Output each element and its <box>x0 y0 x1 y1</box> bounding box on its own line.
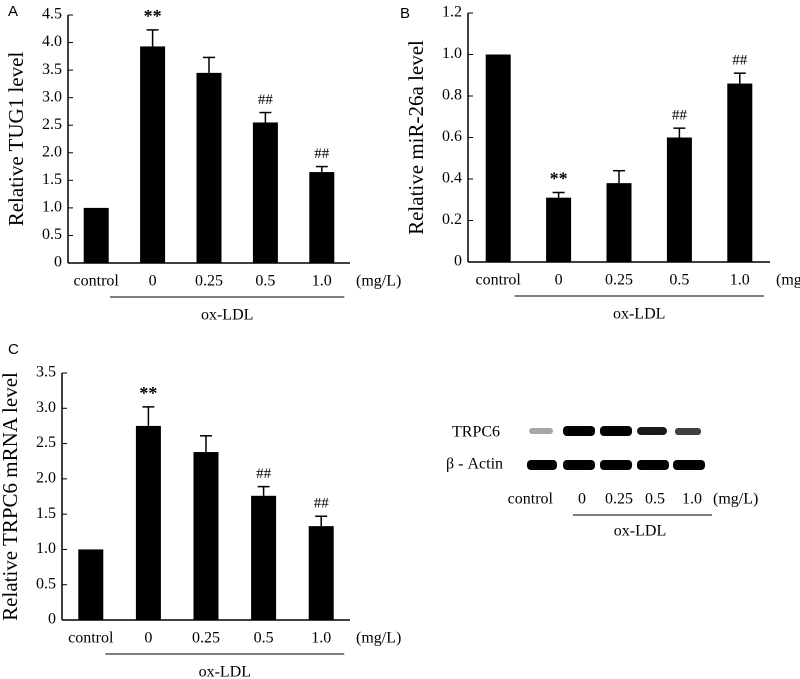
x-tick-label: 0.5 <box>669 272 689 289</box>
y-tick-label: 0 <box>54 254 62 271</box>
x-tick-label: 1.0 <box>311 630 331 647</box>
unit-label: (mg/L) <box>713 491 758 508</box>
bar <box>485 54 511 262</box>
y-tick-label: 1.0 <box>42 199 62 216</box>
bar <box>251 495 277 620</box>
y-tick-label: 0.6 <box>442 128 462 145</box>
significance-mark: ** <box>144 6 162 26</box>
significance-mark: ** <box>550 169 568 189</box>
y-tick-label: 3.5 <box>36 364 56 381</box>
bar <box>309 172 335 263</box>
lane-label: control <box>508 491 554 508</box>
panel-label: B <box>400 5 410 22</box>
significance-mark: ## <box>732 53 748 69</box>
y-tick-label: 0 <box>454 253 462 270</box>
panel-label: A <box>8 3 18 20</box>
unit-label: (mg/L <box>776 272 800 289</box>
x-tick-label: control <box>476 272 522 289</box>
unit-label: (mg/L) <box>356 273 401 290</box>
band <box>529 428 553 434</box>
x-tick-label: 0.25 <box>195 273 223 290</box>
band <box>673 460 705 470</box>
y-tick-label: 4.5 <box>42 6 62 23</box>
lane-label: 0.5 <box>645 491 665 508</box>
y-tick-label: 0.8 <box>442 87 462 104</box>
western-blot: TRPC6 β - Actin control 0 0.25 0.5 1.0 (… <box>446 424 758 540</box>
y-tick-label: 3.0 <box>36 399 56 416</box>
x-tick-label: 0 <box>555 272 563 289</box>
x-tick-label: 0.25 <box>192 630 220 647</box>
y-tick-label: 1.0 <box>442 45 462 62</box>
y-tick-label: 1.5 <box>42 171 62 188</box>
significance-mark: ** <box>139 383 157 403</box>
x-tick-label: 0 <box>149 273 157 290</box>
y-tick-label: 3.5 <box>42 61 62 78</box>
lane-label: 0 <box>578 491 586 508</box>
bar <box>666 137 692 262</box>
x-tick-label: 0 <box>144 630 152 647</box>
y-tick-label: 3.0 <box>42 88 62 105</box>
group-label: ox-LDL <box>201 307 253 324</box>
bar <box>196 72 222 263</box>
bar <box>78 549 104 620</box>
bar <box>135 425 161 620</box>
y-tick-label: 0.5 <box>42 226 62 243</box>
bar <box>140 46 166 264</box>
x-tick-label: control <box>68 630 114 647</box>
y-tick-label: 2.0 <box>42 143 62 160</box>
x-tick-label: 0.5 <box>254 630 274 647</box>
y-tick-label: 2.5 <box>36 434 56 451</box>
y-tick-label: 4.0 <box>42 33 62 50</box>
significance-mark: ## <box>258 92 274 108</box>
y-axis-label: Relative miR-26a level <box>404 40 428 235</box>
significance-mark: ## <box>314 496 330 512</box>
bar <box>606 183 632 262</box>
blot-row-label: β - Actin <box>446 456 503 473</box>
band <box>675 428 701 435</box>
significance-mark: ## <box>672 108 688 124</box>
band <box>637 427 667 435</box>
group-label: ox-LDL <box>614 523 666 540</box>
x-tick-label: 0.5 <box>255 273 275 290</box>
band <box>563 426 595 436</box>
y-tick-label: 0.2 <box>442 211 462 228</box>
x-tick-label: 0.25 <box>605 272 633 289</box>
bar <box>546 197 572 262</box>
band <box>637 460 669 470</box>
bar <box>252 122 278 263</box>
band <box>600 460 632 470</box>
bar <box>193 452 219 620</box>
y-tick-label: 1.0 <box>36 540 56 557</box>
blot-row-label: TRPC6 <box>452 424 500 441</box>
y-tick-label: 2.5 <box>42 116 62 133</box>
y-tick-label: 0 <box>48 611 56 628</box>
band <box>600 426 632 436</box>
lane-label: 0.25 <box>605 491 633 508</box>
significance-mark: ## <box>256 466 272 482</box>
x-tick-label: 1.0 <box>730 272 750 289</box>
y-tick-label: 2.0 <box>36 470 56 487</box>
lane-label: 1.0 <box>682 491 702 508</box>
y-tick-label: 1.5 <box>36 505 56 522</box>
y-tick-label: 0.4 <box>442 170 462 187</box>
significance-mark: ## <box>314 146 330 162</box>
x-tick-label: control <box>74 273 120 290</box>
band <box>563 460 595 470</box>
bar <box>83 207 109 263</box>
group-label: ox-LDL <box>613 306 665 323</box>
y-axis-label: Relative TUG1 level <box>4 52 28 227</box>
y-tick-label: 0.5 <box>36 575 56 592</box>
bar <box>727 83 753 262</box>
y-tick-label: 1.2 <box>442 4 462 21</box>
x-tick-label: 1.0 <box>312 273 332 290</box>
unit-label: (mg/L) <box>356 630 401 647</box>
y-axis-label: Relative TRPC6 mRNA level <box>0 372 22 621</box>
bar <box>308 526 334 620</box>
panel-label: C <box>8 341 19 358</box>
band <box>527 460 557 470</box>
group-label: ox-LDL <box>199 664 251 679</box>
